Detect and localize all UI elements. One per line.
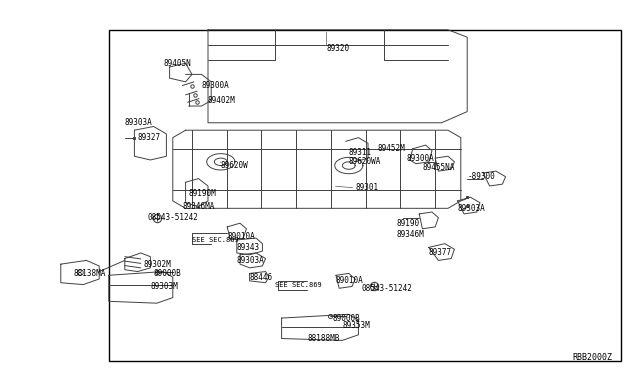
Text: SEE SEC.869: SEE SEC.869 [275, 282, 322, 288]
Text: -89300: -89300 [467, 172, 495, 181]
Text: 89353M: 89353M [342, 321, 370, 330]
Text: 89343: 89343 [237, 243, 260, 252]
Text: 89010A: 89010A [336, 276, 364, 285]
Text: 89303A: 89303A [237, 256, 264, 265]
Text: 88446: 88446 [250, 273, 273, 282]
Text: 89346MA: 89346MA [182, 202, 215, 211]
Text: 89000B: 89000B [154, 269, 181, 278]
Text: 89620WA: 89620WA [349, 157, 381, 166]
Text: 08543-51242: 08543-51242 [362, 284, 412, 293]
Text: 89303M: 89303M [150, 282, 178, 291]
Text: 89300A: 89300A [406, 154, 434, 163]
Text: RBB2000Z: RBB2000Z [573, 353, 613, 362]
Text: 89301: 89301 [355, 183, 378, 192]
Text: 89303A: 89303A [125, 118, 152, 127]
Text: 89303A: 89303A [458, 204, 485, 213]
Text: 89455NA: 89455NA [422, 163, 455, 172]
Text: SEE SEC.869: SEE SEC.869 [192, 237, 239, 243]
Text: 89320: 89320 [326, 44, 349, 53]
Text: 88188MB: 88188MB [307, 334, 340, 343]
Text: 89452M: 89452M [378, 144, 405, 153]
Text: 89377: 89377 [429, 248, 452, 257]
Text: 08543-51242: 08543-51242 [147, 213, 198, 222]
Text: 88138MA: 88138MA [74, 269, 106, 278]
Text: 89620W: 89620W [221, 161, 248, 170]
Text: 89405N: 89405N [163, 59, 191, 68]
Text: 89190: 89190 [397, 219, 420, 228]
Text: 89010A: 89010A [227, 232, 255, 241]
Text: 89402M: 89402M [208, 96, 236, 105]
Text: 89302M: 89302M [144, 260, 172, 269]
Text: 89300A: 89300A [202, 81, 229, 90]
Text: 89327: 89327 [138, 133, 161, 142]
Text: 89000B: 89000B [333, 314, 360, 323]
Text: 89190M: 89190M [189, 189, 216, 198]
Text: 89346M: 89346M [397, 230, 424, 239]
Text: 89311: 89311 [349, 148, 372, 157]
